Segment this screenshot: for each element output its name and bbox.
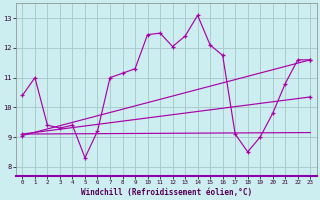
X-axis label: Windchill (Refroidissement éolien,°C): Windchill (Refroidissement éolien,°C) xyxy=(81,188,252,197)
